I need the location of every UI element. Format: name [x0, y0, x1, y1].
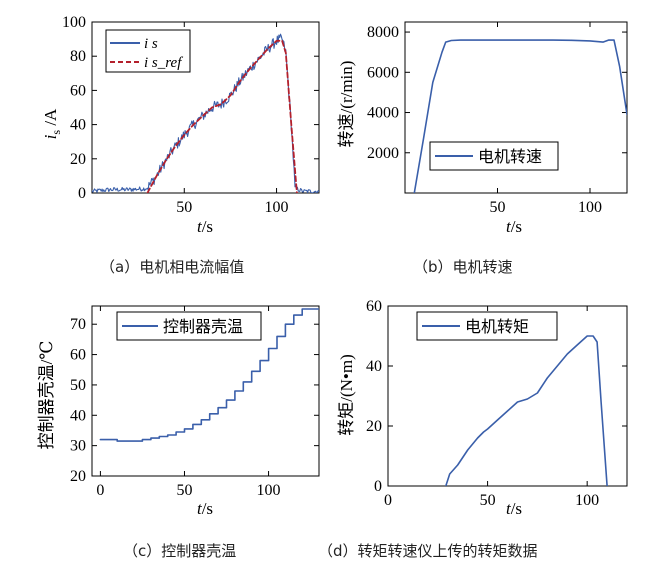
panel-d-ytick-label-0: 0	[374, 478, 382, 495]
panel-b-caption: （b）电机转速	[413, 258, 513, 276]
panel-d-caption: （d）转矩转速仪上传的转矩数据	[318, 542, 538, 560]
panel-a-legend: i s i s_ref	[105, 29, 191, 73]
panel-b-xtick-label-1: 100	[578, 199, 602, 216]
panel-d-legend: 电机转矩	[416, 311, 558, 341]
panel-a-ytick-label-2: 40	[70, 117, 86, 134]
panel-b-ytick-label-2: 6000	[367, 64, 399, 81]
panel-d-xtick-label-2: 100	[575, 492, 599, 509]
panel-c-ytick-label-5: 70	[70, 316, 86, 333]
panel-c-ytick-label-2: 40	[70, 407, 86, 424]
panel-d-frame	[387, 305, 628, 487]
panel-a-xlabel: t/s	[197, 217, 213, 236]
panel-d-torque: 0 50 100 0 20 40 60 转矩/(N•m) t/s 电机转矩 （d）转矩转速仪…	[318, 298, 628, 560]
panel-c-legend: 控制器壳温	[116, 311, 262, 341]
panel-b-legend: 电机转速	[429, 141, 559, 171]
panel-a-ytick-label-4: 80	[70, 48, 86, 65]
panel-a-xtick-label-0: 50	[176, 199, 192, 216]
panel-b-ylabel: 转速/(r/min)	[337, 61, 356, 148]
panel-c-xtick-label-2: 100	[257, 482, 281, 499]
panel-b-legend-label: 电机转速	[478, 147, 542, 166]
panel-a-xtick-label-1: 100	[265, 199, 289, 216]
panel-c-frame	[91, 305, 320, 477]
panel-c-legend-label: 控制器壳温	[163, 317, 243, 336]
panel-c-xtick-label-1: 50	[176, 482, 192, 499]
panel-d-ytick-label-3: 60	[366, 298, 382, 315]
panel-d-ylabel: 转矩/(N•m)	[337, 354, 356, 436]
panel-d-plot-area: 0 50 100 0 20 40 60	[366, 298, 628, 509]
panel-b-ytick-label-1: 4000	[367, 105, 399, 122]
panel-b-ytick-label-0: 2000	[367, 145, 399, 162]
panel-a-series-1	[146, 39, 298, 193]
panel-b-frame	[404, 21, 628, 194]
panel-b-ytick-label-3: 8000	[367, 24, 399, 41]
panel-d-series-0	[445, 335, 608, 486]
panel-d-xtick-label-1: 50	[480, 492, 496, 509]
panel-a-ytick-label-5: 100	[62, 14, 86, 31]
panel-d-xlabel: t/s	[506, 499, 522, 518]
panel-a-plot-area: 50 100 0 20 40 60 80 100	[62, 14, 320, 216]
panel-c-xlabel: t/s	[197, 499, 213, 518]
panel-b-series-0	[413, 39, 627, 193]
panel-a-caption: （a）电机相电流幅值	[100, 258, 244, 276]
panel-b-xlabel: t/s	[506, 217, 522, 236]
panel-b-xtick-label-0: 50	[490, 199, 506, 216]
panel-c-ytick-label-0: 20	[70, 468, 86, 485]
panel-a-legend-label-is: i s	[144, 36, 158, 52]
panel-d-legend-label: 电机转矩	[465, 317, 529, 336]
panel-c-ytick-label-4: 60	[70, 347, 86, 364]
panel-d-ytick-label-1: 20	[366, 418, 382, 435]
panel-b-plot-area: 50 100 2000 4000 6000 8000	[367, 21, 628, 216]
panel-a-legend-box	[105, 29, 191, 73]
panel-c-plot-area: 0 50 100 20 30 40 50 60 70	[70, 305, 320, 499]
panel-c-ytick-label-1: 30	[70, 438, 86, 455]
panel-a-frame	[91, 21, 320, 194]
panel-c-temperature: 0 50 100 20 30 40 50 60 70 控制器壳温/℃ t/s 控制器壳温 （c）…	[37, 305, 320, 560]
panel-a-legend-label-isref: i s_ref	[144, 55, 183, 71]
panel-a-ytick-label-0: 0	[78, 185, 86, 202]
panel-c-series-0	[99, 308, 319, 442]
panel-c-ytick-label-3: 50	[70, 377, 86, 394]
panel-c-xtick-label-0: 0	[96, 482, 104, 499]
panel-a-ytick-label-1: 20	[70, 151, 86, 168]
panel-a-ytick-label-3: 60	[70, 82, 86, 99]
panel-d-xtick-label-0: 0	[384, 492, 392, 509]
panel-d-ytick-label-2: 40	[366, 358, 382, 375]
panel-a-ylabel: is /A	[41, 108, 63, 139]
panel-c-caption: （c）控制器壳温	[123, 542, 236, 560]
panel-b-speed: 50 100 2000 4000 6000 8000 转速/(r/min) t/s 电机转…	[337, 21, 628, 276]
panel-c-ylabel: 控制器壳温/℃	[37, 341, 56, 450]
